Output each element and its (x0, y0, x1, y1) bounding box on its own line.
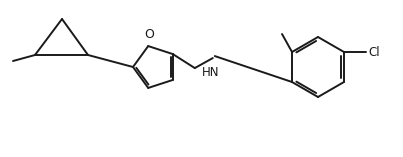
Text: O: O (144, 28, 154, 41)
Text: Cl: Cl (368, 46, 380, 59)
Text: HN: HN (202, 66, 220, 79)
